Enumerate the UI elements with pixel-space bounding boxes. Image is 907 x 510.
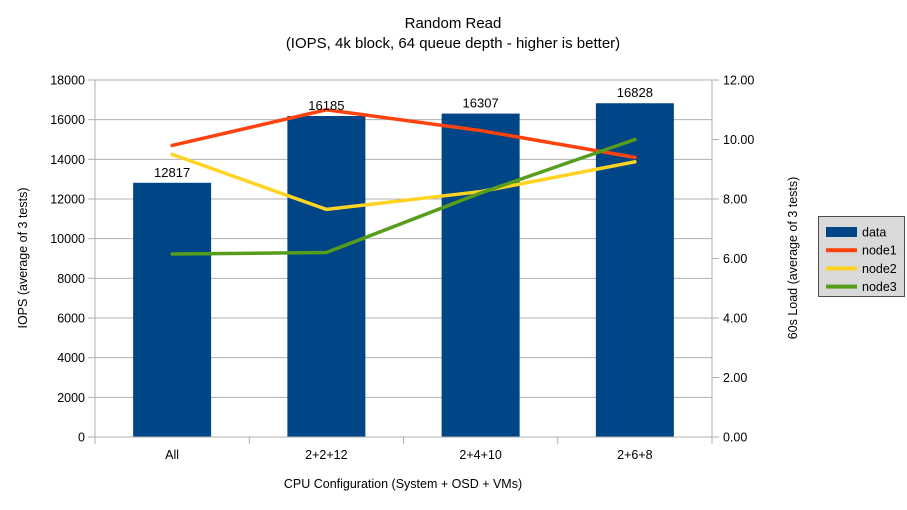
category-label: 2+6+8	[617, 448, 653, 462]
x-axis-title: CPU Configuration (System + OSD + VMs)	[284, 477, 522, 491]
legend-label-node3: node3	[862, 280, 897, 294]
legend-swatch-data	[826, 227, 857, 237]
right-tick-label: 4.00	[723, 312, 747, 326]
right-axis-title: 60s Load (average of 3 tests)	[786, 177, 800, 340]
left-axis-tick-labels: 0 2000 4000 6000 8000 10000 12000 14000 16000 180…	[50, 74, 85, 445]
right-tick-label: 8.00	[723, 193, 747, 207]
left-tick-label: 0	[78, 431, 85, 445]
chart-subtitle: (IOPS, 4k block, 64 queue depth - higher…	[286, 35, 620, 52]
x-axis-category-labels: All 2+2+12 2+4+10 2+6+8	[165, 448, 652, 462]
left-tick-label: 8000	[57, 272, 85, 286]
right-tick-label: 12.00	[723, 74, 754, 88]
legend-swatch-node2	[826, 266, 857, 271]
category-label: 2+4+10	[459, 448, 501, 462]
left-tick-label: 4000	[57, 351, 85, 365]
left-tick-label: 18000	[50, 74, 85, 88]
left-axis-title: IOPS (average of 3 tests)	[16, 187, 30, 328]
legend-label-node2: node2	[862, 262, 897, 276]
left-tick-label: 2000	[57, 391, 85, 405]
legend-label-node1: node1	[862, 244, 897, 258]
bar-value-labels: 12817 16185 16307 16828	[154, 85, 653, 180]
right-tick-label: 2.00	[723, 371, 747, 385]
line-series	[170, 108, 637, 256]
legend-label-data: data	[862, 226, 886, 240]
line-node3	[170, 137, 637, 256]
left-tick-label: 16000	[50, 113, 85, 127]
bar-value-label: 16828	[617, 85, 653, 100]
category-label: All	[165, 448, 179, 462]
legend-swatch-node3	[826, 284, 857, 289]
left-tick-label: 12000	[50, 193, 85, 207]
axis-ticks	[88, 79, 719, 444]
category-label: 2+2+12	[305, 448, 347, 462]
legend: data node1 node2 node3	[818, 216, 905, 297]
left-tick-label: 14000	[50, 153, 85, 167]
right-tick-label: 10.00	[723, 133, 754, 147]
bar-value-label: 12817	[154, 165, 190, 180]
left-tick-label: 6000	[57, 312, 85, 326]
bar-2+4+10	[441, 113, 520, 438]
bar-value-label: 16185	[308, 98, 344, 113]
right-tick-label: 0.00	[723, 431, 747, 445]
bar-2+2+12	[287, 115, 366, 437]
chart-title: Random Read	[405, 15, 502, 32]
bar-All	[133, 182, 212, 437]
right-axis-tick-labels: 0.00 2.00 4.00 6.00 8.00 10.00 12.00	[723, 74, 754, 445]
left-tick-label: 10000	[50, 232, 85, 246]
line-node1	[170, 108, 637, 160]
line-node2	[170, 152, 637, 212]
bar-value-label: 16307	[463, 96, 499, 111]
right-tick-label: 6.00	[723, 252, 747, 266]
legend-swatch-node1	[826, 248, 857, 253]
